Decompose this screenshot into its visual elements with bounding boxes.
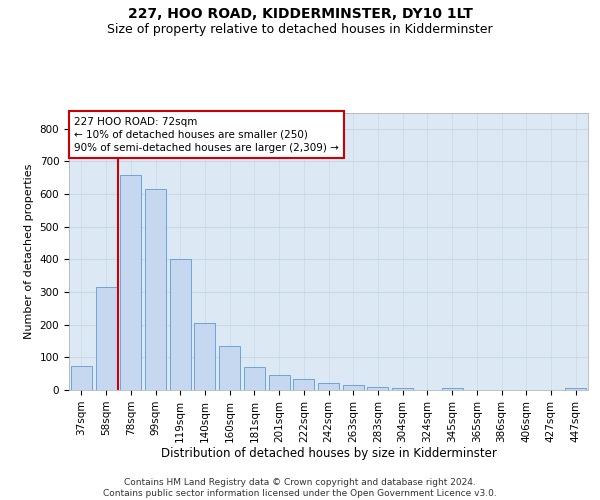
Bar [219, 346, 240, 390]
Text: 227, HOO ROAD, KIDDERMINSTER, DY10 1LT: 227, HOO ROAD, KIDDERMINSTER, DY10 1LT [128, 8, 472, 22]
Bar [367, 386, 388, 390]
Bar [194, 323, 215, 390]
Text: 227 HOO ROAD: 72sqm
← 10% of detached houses are smaller (250)
90% of semi-detac: 227 HOO ROAD: 72sqm ← 10% of detached ho… [74, 116, 339, 153]
Y-axis label: Number of detached properties: Number of detached properties [24, 164, 34, 339]
Text: Contains HM Land Registry data © Crown copyright and database right 2024.
Contai: Contains HM Land Registry data © Crown c… [103, 478, 497, 498]
Bar [145, 189, 166, 390]
Bar [71, 366, 92, 390]
Bar [442, 388, 463, 390]
Bar [170, 260, 191, 390]
Bar [565, 388, 586, 390]
Bar [318, 384, 339, 390]
Text: Size of property relative to detached houses in Kidderminster: Size of property relative to detached ho… [107, 22, 493, 36]
Bar [120, 174, 141, 390]
Bar [269, 376, 290, 390]
Bar [95, 287, 116, 390]
Bar [293, 378, 314, 390]
Bar [343, 385, 364, 390]
Bar [392, 388, 413, 390]
Bar [244, 367, 265, 390]
X-axis label: Distribution of detached houses by size in Kidderminster: Distribution of detached houses by size … [161, 448, 496, 460]
